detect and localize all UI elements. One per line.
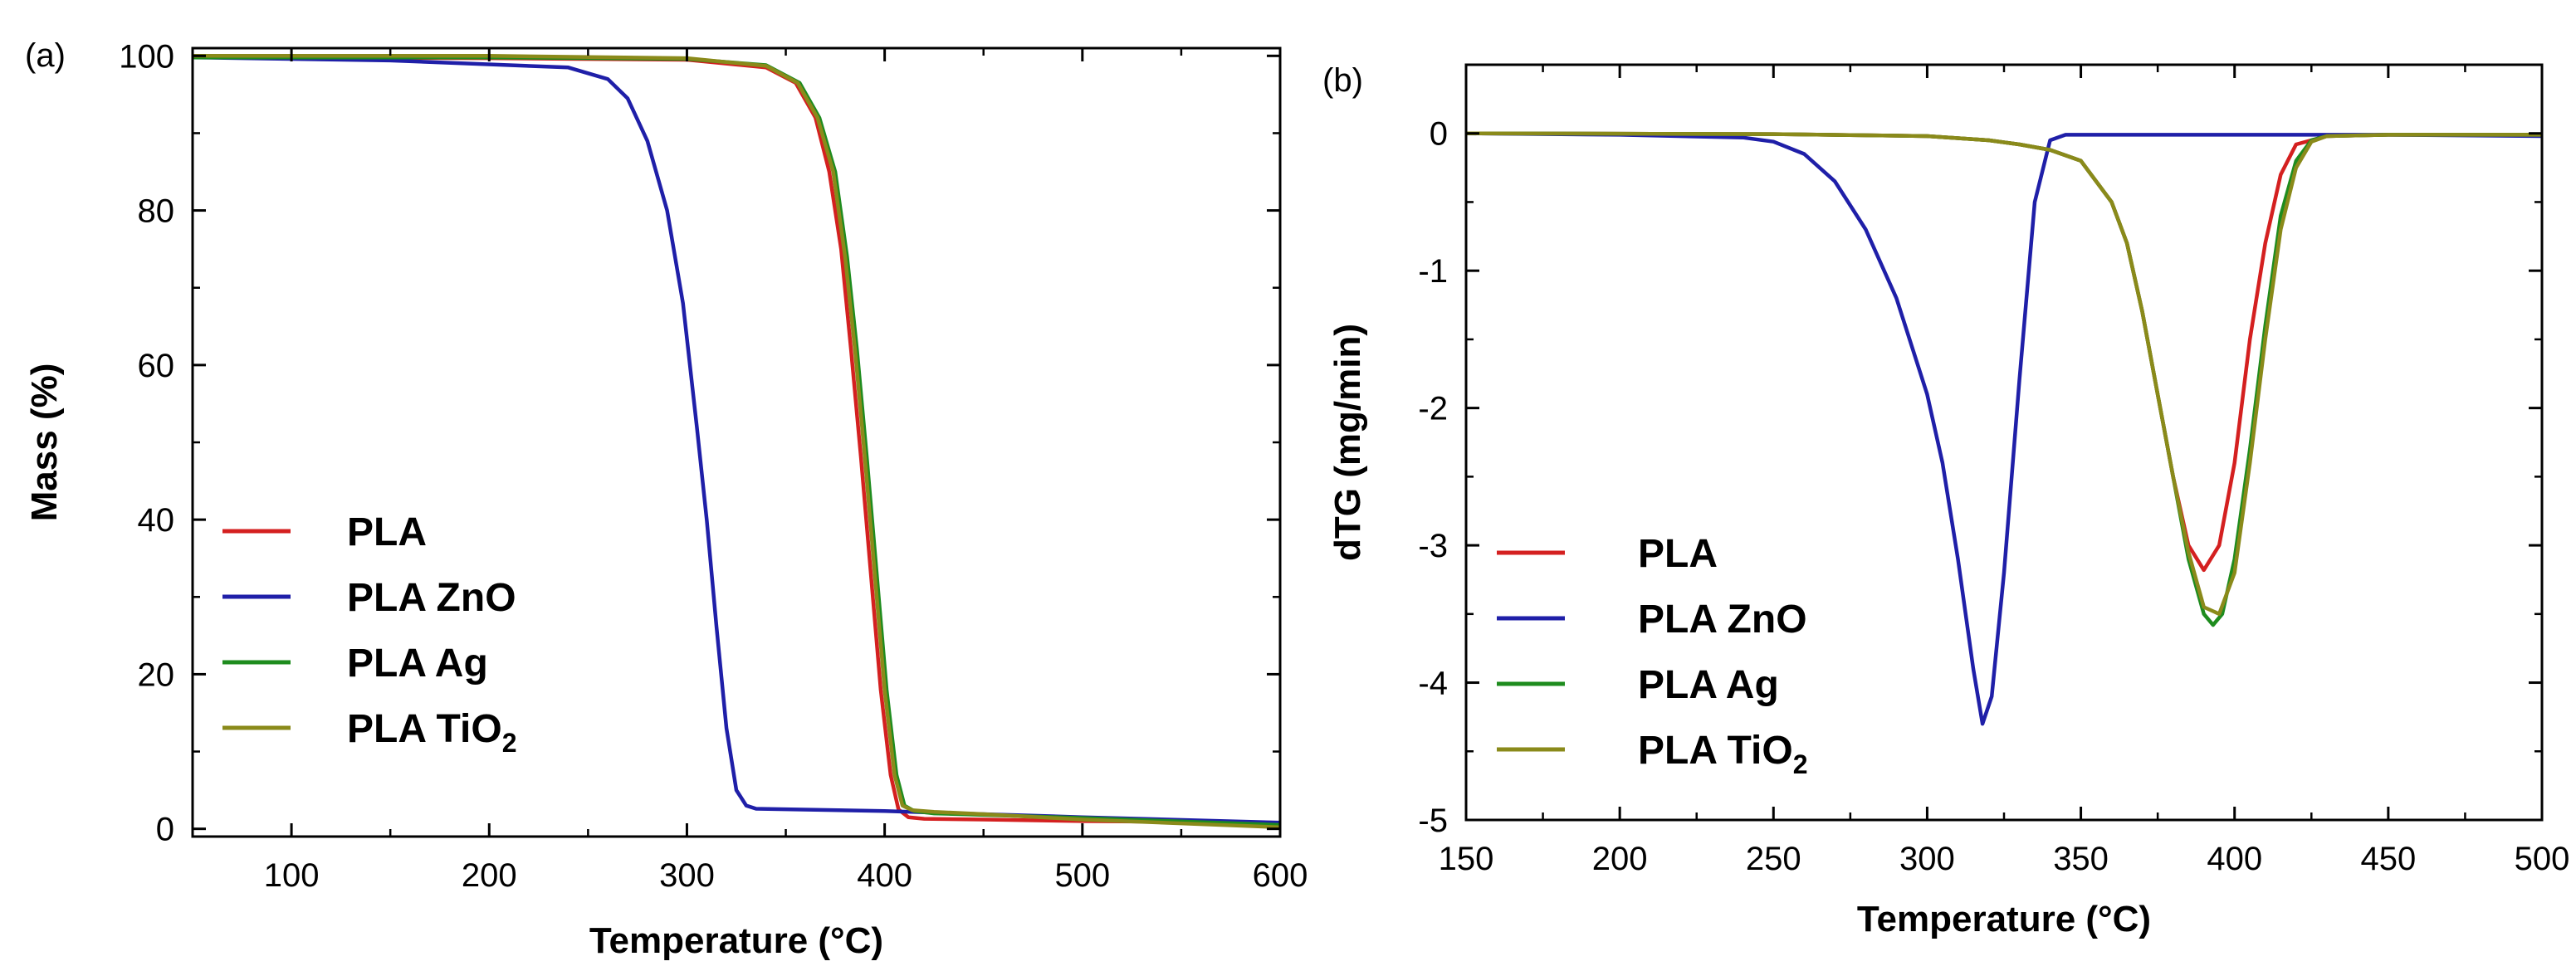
x-tick-label: 400	[2207, 841, 2262, 877]
x-tick-label: 150	[1439, 841, 1494, 877]
y-tick-label: 0	[1430, 116, 1448, 153]
y-tick-label: 0	[156, 812, 174, 848]
legend-label: PLA TiO2	[347, 707, 516, 758]
panel-label: (b)	[1322, 62, 1363, 99]
x-tick-label: 200	[1592, 841, 1648, 877]
y-tick-label: 40	[138, 502, 175, 539]
x-tick-label: 100	[264, 857, 320, 894]
series-line-pla	[1466, 131, 2542, 573]
y-tick-label: 60	[138, 348, 175, 384]
x-tick-label: 300	[1899, 841, 1955, 877]
series-lines	[1466, 131, 2542, 726]
legend-label-subscript: 2	[502, 728, 517, 758]
x-tick-label: 450	[2360, 841, 2416, 877]
legend-label-subscript: 2	[1793, 749, 1808, 779]
legend-label: PLA ZnO	[347, 576, 516, 620]
y-tick-label: -5	[1418, 803, 1448, 839]
y-tick-label: -4	[1418, 666, 1448, 702]
panel-label: (a)	[25, 37, 66, 74]
legend: PLA PLA ZnO PLA Ag PLA TiO2	[222, 510, 516, 758]
x-tick-label: 200	[462, 857, 517, 894]
legend-label-text: PLA TiO	[347, 707, 502, 751]
plot-frame	[1464, 63, 2544, 822]
legend-label-text: PLA ZnO	[347, 576, 516, 620]
y-tick-label: 20	[138, 656, 175, 693]
x-tick-label: 500	[2515, 841, 2570, 877]
legend-label-text: PLA	[1638, 532, 1718, 576]
legend-label-text: PLA TiO	[1638, 729, 1793, 773]
legend-label-text: PLA ZnO	[1638, 598, 1807, 642]
x-axis-title: Temperature (°C)	[589, 920, 883, 961]
y-tick-label: -3	[1418, 528, 1448, 564]
y-tick-label: 100	[119, 38, 174, 75]
legend-label: PLA	[347, 510, 427, 554]
y-tick-label: 80	[138, 193, 175, 230]
legend-label: PLA Ag	[347, 642, 488, 686]
series-line-pla-zno	[193, 55, 1280, 825]
legend-label: PLA	[1638, 532, 1718, 576]
legend-label: PLA Ag	[1638, 663, 1779, 707]
legend-label-text: PLA	[347, 510, 427, 554]
legend-label-text: PLA Ag	[347, 642, 488, 686]
x-tick-label: 250	[1746, 841, 1801, 877]
y-axis-title: Mass (%)	[24, 364, 65, 522]
legend-label: PLA ZnO	[1638, 598, 1807, 642]
chart-panel-a: 100 200 300 400 500 600 0 20 40 60 80 100 Temperatur…	[24, 37, 1308, 961]
series-line-pla-tio2	[1466, 131, 2542, 617]
y-tick-label: -1	[1418, 253, 1448, 290]
legend-label: PLA TiO2	[1638, 729, 1807, 779]
x-axis-title: Temperature (°C)	[1857, 899, 2151, 939]
legend-label-text: PLA Ag	[1638, 663, 1779, 707]
y-tick-label: -2	[1418, 391, 1448, 427]
x-tick-label: 300	[659, 857, 715, 894]
series-line-pla-zno	[1466, 131, 2542, 726]
x-tick-label: 600	[1253, 857, 1308, 894]
x-tick-label: 500	[1054, 857, 1110, 894]
y-axis-title: dTG (mg/min)	[1327, 324, 1368, 561]
series-lines	[193, 54, 1280, 830]
series-line-pla-tio2	[193, 54, 1280, 830]
legend: PLA PLA ZnO PLA Ag PLA TiO2	[1497, 532, 1807, 779]
x-tick-label: 400	[857, 857, 912, 894]
chart-panel-b: 150 200 250 300 350 400 450 500 -5 -4 -3 -2 -1 0 Tempe…	[1322, 62, 2569, 939]
x-tick-label: 350	[2053, 841, 2109, 877]
